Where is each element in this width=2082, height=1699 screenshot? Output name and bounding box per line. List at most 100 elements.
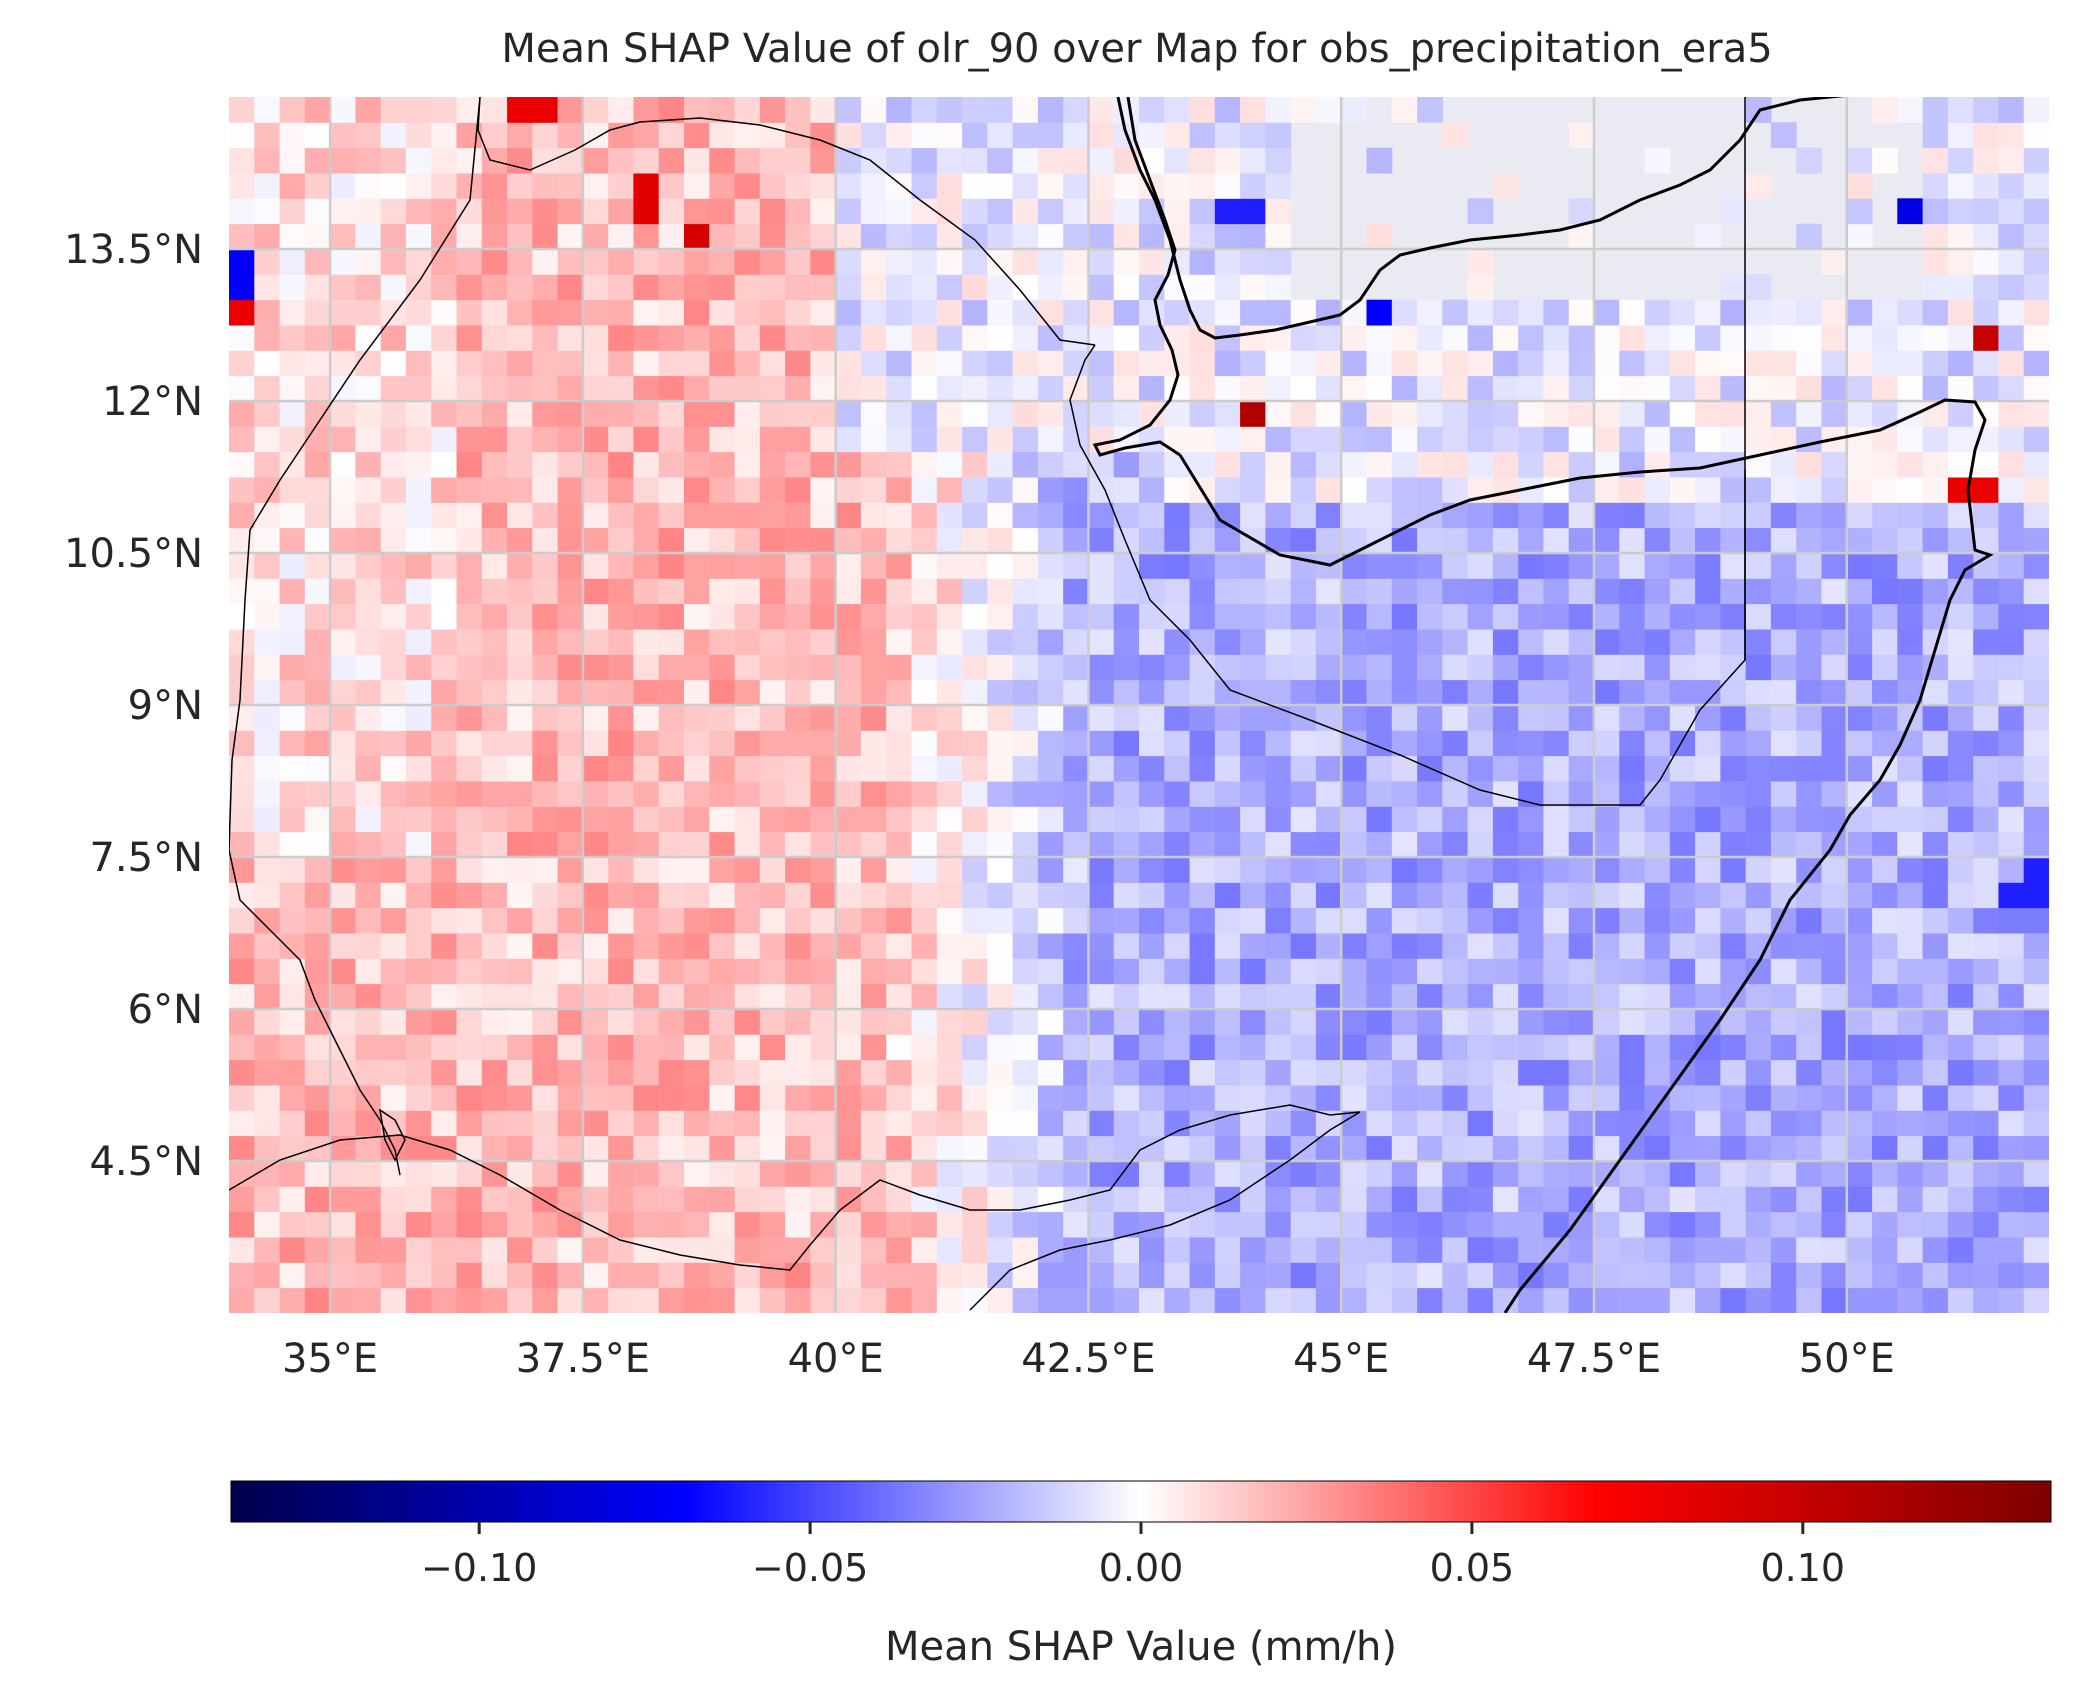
heatmap-cell: [860, 1135, 887, 1162]
heatmap-cell: [1998, 350, 2025, 377]
heatmap-cell: [1341, 781, 1367, 807]
heatmap-cell: [1417, 1034, 1443, 1061]
heatmap-cell: [1998, 477, 2025, 503]
heatmap-cell: [1947, 578, 1974, 605]
heatmap-cell: [557, 578, 584, 605]
heatmap-cell: [1189, 958, 1216, 985]
heatmap-cell: [734, 1034, 761, 1061]
heatmap-cell: [1796, 553, 1822, 579]
heatmap-cell: [810, 249, 837, 275]
heatmap-cell: [633, 654, 660, 681]
heatmap-cell: [2023, 173, 2049, 199]
heatmap-cell: [785, 705, 811, 731]
heatmap-cell: [1417, 97, 1443, 123]
heatmap-cell: [405, 730, 432, 757]
heatmap-cell: [1745, 1161, 1772, 1187]
heatmap-cell: [1669, 375, 1696, 402]
heatmap-cell: [785, 857, 811, 883]
heatmap-cell: [1189, 97, 1216, 123]
heatmap-cell: [481, 1211, 508, 1238]
heatmap-cell: [254, 451, 281, 478]
heatmap-cell: [1139, 679, 1165, 706]
heatmap-cell: [962, 806, 988, 833]
heatmap-cell: [734, 831, 761, 858]
heatmap-cell: [1872, 1237, 1898, 1263]
heatmap-cell: [1189, 1059, 1216, 1086]
heatmap-cell: [1063, 1161, 1089, 1187]
heatmap-cell: [633, 299, 660, 326]
heatmap-cell: [810, 755, 837, 782]
heatmap-cell: [582, 755, 609, 782]
heatmap-cell: [1947, 375, 1974, 402]
heatmap-cell: [1240, 654, 1266, 681]
heatmap-cell: [633, 325, 660, 351]
heatmap-cell: [1770, 502, 1797, 529]
heatmap-cell: [1113, 603, 1140, 630]
heatmap-cell: [1543, 527, 1570, 554]
heatmap-cell: [1745, 781, 1772, 807]
heatmap-cell: [1518, 983, 1544, 1010]
heatmap-cell: [709, 223, 736, 250]
heatmap-cell: [886, 198, 912, 225]
heatmap-cell: [279, 122, 306, 149]
heatmap-cell: [1290, 1059, 1317, 1086]
heatmap-cell: [860, 983, 887, 1010]
heatmap-cell: [1113, 933, 1140, 959]
heatmap-cell: [1442, 1135, 1469, 1162]
heatmap-cell: [911, 781, 938, 807]
heatmap-cell: [1619, 477, 1646, 503]
heatmap-cell: [1113, 1085, 1140, 1111]
heatmap-cell: [1619, 1262, 1646, 1289]
heatmap-cell: [785, 147, 811, 174]
heatmap-cell: [1821, 983, 1848, 1010]
heatmap-cell: [1695, 603, 1721, 630]
heatmap-cell: [734, 375, 761, 402]
heatmap-cell: [1922, 426, 1949, 453]
heatmap-cell: [936, 477, 963, 503]
heatmap-cell: [1644, 527, 1671, 554]
heatmap-cell: [229, 477, 255, 503]
heatmap-cell: [557, 1237, 584, 1263]
heatmap-cell: [405, 629, 432, 655]
heatmap-cell: [380, 730, 407, 757]
heatmap-cell: [1164, 401, 1191, 427]
border-kenya-somalia: [969, 1111, 1361, 1311]
heatmap-cell: [1391, 578, 1418, 605]
heatmap-cell: [633, 451, 660, 478]
map-borders: [229, 97, 1994, 1313]
heatmap-cell: [304, 375, 331, 402]
heatmap-cell: [1619, 654, 1646, 681]
heatmap-cell: [709, 553, 736, 579]
heatmap-cell: [355, 223, 382, 250]
heatmap-cell: [1240, 223, 1266, 250]
heatmap-cell: [456, 401, 483, 427]
heatmap-cell: [1619, 375, 1646, 402]
heatmap-cell: [1568, 603, 1595, 630]
heatmap-cell: [936, 1161, 963, 1187]
heatmap-cell: [886, 1161, 912, 1187]
heatmap-cell: [633, 350, 660, 377]
heatmap-cell: [1214, 1009, 1241, 1035]
heatmap-cell: [684, 502, 710, 529]
heatmap-cell: [987, 147, 1014, 174]
heatmap-cell: [1973, 350, 1999, 377]
heatmap-cell: [1568, 401, 1595, 427]
heatmap-cell: [1189, 325, 1216, 351]
heatmap-cell: [1341, 629, 1367, 655]
heatmap-cell: [936, 350, 963, 377]
heatmap-cell: [835, 223, 862, 250]
heatmap-cell: [1037, 983, 1064, 1010]
heatmap-cell: [1973, 1009, 1999, 1035]
heatmap-cell: [254, 933, 281, 959]
heatmap-cell: [279, 1211, 306, 1238]
heatmap-cell: [1745, 857, 1772, 883]
heatmap-cell: [1922, 1009, 1949, 1035]
heatmap-cell: [1012, 1110, 1039, 1137]
heatmap-cell: [1113, 882, 1140, 909]
heatmap-cell: [962, 578, 988, 605]
heatmap-cell: [2023, 223, 2049, 250]
heatmap-cell: [431, 679, 457, 706]
heatmap-cell: [1290, 1009, 1317, 1035]
heatmap-cell: [1695, 401, 1721, 427]
heatmap-cell: [1139, 1186, 1165, 1213]
